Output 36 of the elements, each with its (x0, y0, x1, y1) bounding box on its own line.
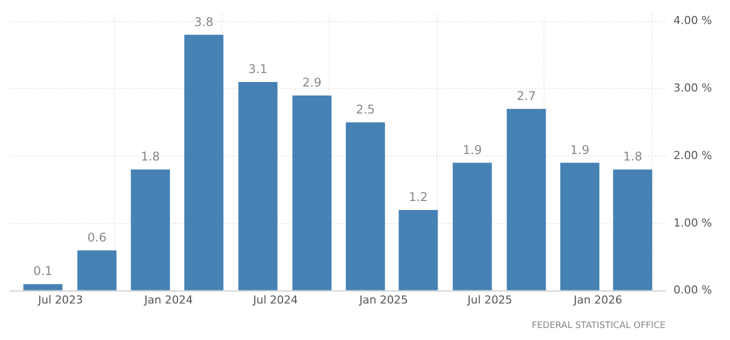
text: FEDERAL STATISTICAL OFFICE (532, 321, 666, 331)
data-label: 2.7 (516, 89, 536, 104)
bar (506, 108, 546, 290)
bar (398, 210, 438, 290)
y-tick-label: 4.00 % (674, 14, 712, 28)
bar (292, 95, 332, 290)
bar (238, 82, 278, 290)
data-label: 3.8 (194, 14, 214, 29)
bar (452, 162, 492, 290)
bar (184, 34, 224, 290)
data-label: 3.1 (248, 62, 268, 76)
data-label: 1.8 (623, 150, 642, 164)
y-tick-label: 1.00 % (674, 216, 712, 230)
bar (346, 122, 385, 290)
bar (560, 162, 600, 290)
data-label: 1.2 (408, 190, 428, 204)
y-tick-label: 0.00 % (674, 284, 712, 297)
data-label: 0.1 (33, 264, 52, 278)
data-label: 0.6 (87, 230, 106, 245)
x-tick-label: Jan 2024 (143, 293, 193, 306)
bar (130, 170, 170, 290)
y-tick-label: 2.00 % (674, 148, 712, 162)
x-tick-label: Jul 2025 (466, 293, 512, 306)
y-tick-label: 3.00 % (674, 82, 712, 95)
data-label: 1.8 (140, 150, 160, 164)
x-tick-label: Jan 2025 (358, 293, 408, 306)
data-label: 2.9 (302, 76, 322, 90)
bar (613, 170, 652, 290)
data-label: 1.9 (462, 142, 482, 157)
data-label: 1.9 (570, 142, 590, 157)
x-tick-label: Jan 2026 (572, 293, 622, 306)
data-label: 2.5 (356, 102, 375, 117)
bar (77, 250, 116, 290)
bar (23, 284, 62, 290)
x-tick-label: Jul 2023 (37, 293, 83, 306)
x-tick-label: Jul 2024 (252, 293, 298, 306)
